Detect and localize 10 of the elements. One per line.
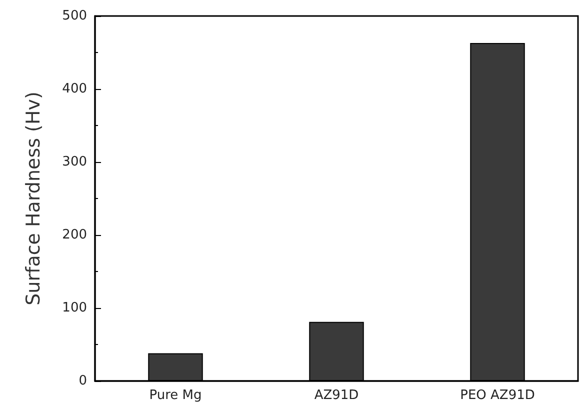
x-tick-label: Pure Mg	[149, 388, 202, 403]
y-axis-title: Surface Hardness (Hv)	[22, 92, 44, 306]
y-tick-label: 500	[62, 8, 87, 24]
y-tick-label: 400	[62, 82, 87, 96]
y-tick-label: 200	[62, 228, 87, 242]
y-tick-label: 300	[62, 154, 87, 170]
y-tick-label: 0	[78, 374, 87, 388]
x-tick-label: PEO AZ91D	[460, 388, 535, 403]
y-tick-label: 100	[62, 300, 87, 316]
x-tick-label: AZ91D	[314, 388, 359, 403]
